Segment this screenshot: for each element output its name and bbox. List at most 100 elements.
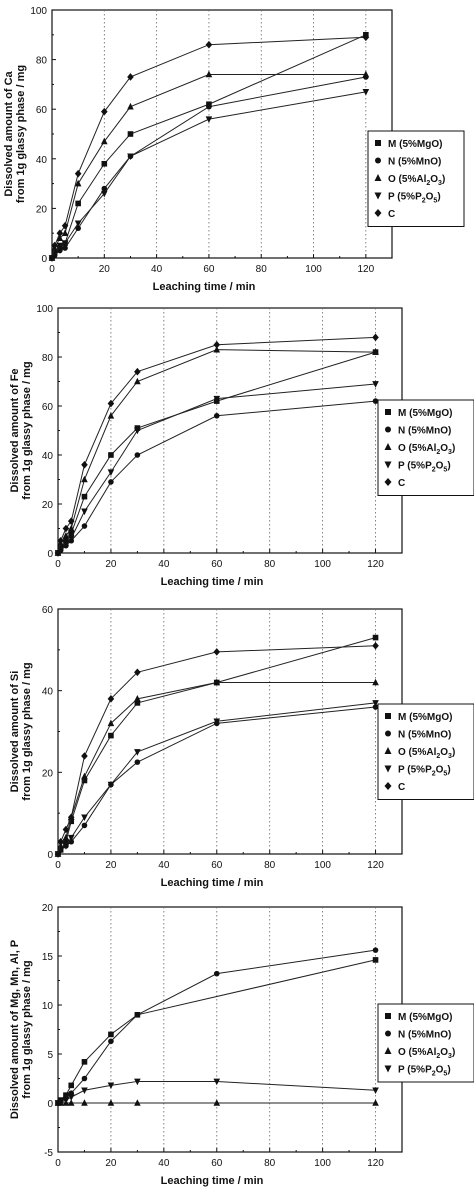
data-point	[68, 818, 75, 825]
legend-label: N (5%MnO)	[398, 730, 451, 741]
legend-marker	[384, 443, 392, 450]
data-point	[67, 1099, 75, 1106]
data-point	[134, 427, 141, 435]
x-tick-label: 100	[314, 860, 331, 871]
legend-label: O (5%Al2O3)	[398, 1047, 455, 1060]
data-point	[362, 33, 370, 42]
y-axis-label: from 1g glassy phase / mg	[15, 65, 27, 203]
legend-label: M (5%MgO)	[388, 139, 442, 150]
y-axis-label: Dissolved amount of Fe	[9, 368, 21, 492]
data-point	[81, 475, 88, 483]
x-tick-label: 80	[264, 559, 276, 570]
data-point	[127, 73, 134, 81]
y-tick-label: 5	[47, 1050, 53, 1061]
y-tick-label: 40	[42, 451, 54, 462]
legend-box	[377, 399, 474, 496]
legend-marker	[384, 765, 392, 773]
data-point	[62, 833, 70, 841]
data-point	[372, 641, 379, 650]
legend: M (5%MgO) N (5%MnO) O (5%Al2O3) P (5%P2O5) C	[377, 399, 474, 496]
y-tick-label: 15	[42, 952, 54, 963]
data-point	[67, 1094, 75, 1101]
data-point	[213, 1099, 221, 1106]
data-point	[372, 678, 379, 686]
x-tick-label: 20	[99, 264, 111, 275]
legend-label: P (5%P2O5)	[398, 1065, 451, 1078]
legend-label: N (5%MnO)	[388, 157, 441, 168]
data-point	[81, 1087, 88, 1095]
legend-marker	[384, 1047, 392, 1054]
x-tick-label: 40	[158, 860, 170, 871]
data-point	[51, 241, 58, 250]
data-point	[56, 234, 64, 241]
legend-label: C	[398, 478, 405, 489]
data-point	[62, 245, 68, 251]
calcium-leaching-chart: 0 20 40 60 80 100 120 0 20 40 60 80 100 Leaching time…	[3, 6, 465, 293]
data-point	[127, 153, 134, 161]
x-axis-label: Leaching time / min	[153, 281, 256, 293]
x-tick-label: 20	[105, 860, 117, 871]
data-point	[68, 530, 75, 537]
data-point	[75, 225, 81, 232]
x-tick-label: 120	[358, 264, 375, 275]
legend-marker	[385, 730, 391, 737]
data-point	[81, 772, 88, 780]
data-point	[81, 508, 88, 516]
plot-frame	[57, 608, 403, 855]
data-point	[134, 452, 141, 458]
data-point	[134, 377, 141, 385]
data-point	[107, 695, 115, 703]
y-axis-label: from 1g glassy phase / mg	[21, 960, 33, 1098]
data-point	[67, 517, 75, 525]
data-point	[108, 452, 114, 458]
data-point	[74, 179, 82, 187]
data-point	[372, 1087, 379, 1095]
data-point	[107, 1082, 115, 1090]
data-point	[213, 395, 221, 403]
data-point	[205, 70, 213, 78]
data-point	[372, 381, 379, 388]
legend-marker	[384, 782, 392, 790]
y-tick-label: 20	[42, 768, 54, 779]
legend-box	[367, 130, 465, 227]
x-tick-label: 80	[256, 264, 268, 275]
data-point	[101, 107, 108, 116]
data-point	[62, 540, 70, 547]
legend-marker	[375, 140, 381, 146]
data-point	[134, 700, 141, 706]
data-point	[134, 695, 141, 702]
x-tick-label: 0	[55, 860, 61, 871]
legend: M (5%MgO) N (5%MnO) O (5%Al2O3) P (5%P2O5) C	[377, 703, 474, 800]
data-point	[134, 1078, 141, 1086]
y-tick-label: 80	[42, 353, 54, 364]
legend-marker	[385, 426, 391, 433]
y-tick-label: 40	[42, 687, 54, 698]
data-point	[108, 479, 114, 485]
x-tick-label: 120	[367, 559, 384, 570]
y-tick-label: 60	[42, 402, 54, 413]
data-point	[61, 240, 69, 247]
y-tick-label: 20	[42, 500, 54, 511]
data-point	[372, 348, 379, 355]
data-point	[81, 1059, 88, 1065]
data-point	[372, 333, 379, 342]
data-point	[57, 247, 63, 254]
data-point	[205, 40, 213, 49]
data-point	[107, 469, 115, 476]
legend-marker	[385, 1030, 391, 1037]
y-tick-label: 0	[41, 254, 47, 265]
legend-label: N (5%MnO)	[398, 426, 451, 437]
legend-marker	[374, 209, 382, 217]
x-tick-label: 60	[203, 264, 215, 275]
x-axis-label: Leaching time / min	[161, 576, 264, 588]
y-tick-label: 0	[47, 549, 53, 560]
y-axis-label: Dissolved amount of Si	[9, 671, 21, 793]
data-point	[134, 749, 141, 756]
x-tick-label: 60	[211, 1158, 223, 1169]
legend-label: C	[388, 209, 395, 220]
plot-frame	[51, 9, 393, 259]
series-triangle-down	[54, 1078, 379, 1107]
data-point	[101, 137, 108, 145]
data-point	[62, 1097, 70, 1104]
y-tick-label: 100	[30, 6, 47, 17]
